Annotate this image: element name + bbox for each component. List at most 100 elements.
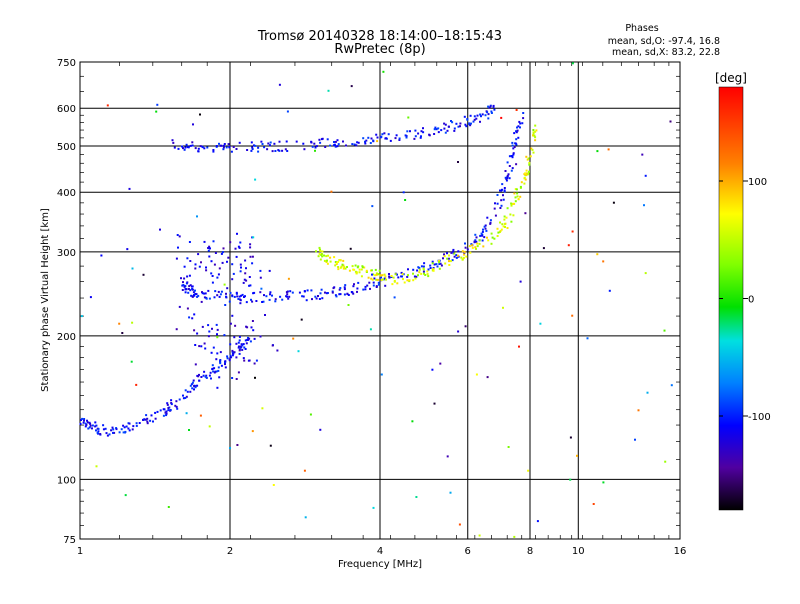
data-point [263, 146, 266, 149]
data-point [251, 262, 254, 265]
data-point [335, 145, 338, 148]
data-point [218, 142, 220, 145]
data-point [211, 327, 213, 330]
data-point [473, 115, 476, 118]
data-point [238, 345, 240, 348]
data-point [418, 271, 421, 274]
data-point [302, 295, 305, 298]
data-point [459, 122, 462, 125]
data-point [167, 407, 170, 409]
data-point [422, 267, 425, 270]
data-point [251, 320, 254, 322]
data-point [398, 137, 401, 140]
data-point [474, 246, 477, 249]
data-point [247, 338, 250, 341]
data-point [523, 182, 526, 185]
data-point [238, 295, 241, 298]
data-point [522, 117, 525, 120]
data-point [279, 295, 282, 298]
data-point [118, 322, 121, 325]
data-point [106, 104, 109, 107]
data-point [106, 434, 109, 437]
data-point [375, 133, 378, 136]
data-point [567, 244, 570, 247]
data-point [85, 423, 88, 426]
data-point [215, 145, 218, 147]
data-point [207, 324, 210, 327]
data-point [479, 120, 481, 123]
data-point [612, 201, 615, 204]
data-point [207, 249, 210, 252]
data-point [233, 295, 236, 298]
data-point [420, 130, 423, 133]
data-point [182, 397, 185, 400]
data-point [470, 243, 473, 246]
data-point [395, 134, 398, 137]
data-point [216, 386, 219, 389]
data-point [156, 103, 159, 106]
data-point [383, 277, 386, 280]
data-point [670, 384, 673, 387]
data-point [132, 425, 135, 428]
data-point [183, 148, 186, 151]
data-point [484, 224, 487, 227]
data-point [193, 329, 196, 332]
data-point [364, 288, 367, 291]
data-point [478, 242, 481, 245]
data-point [463, 252, 466, 254]
data-point [208, 245, 211, 248]
data-point [490, 242, 493, 245]
data-point [500, 228, 503, 231]
data-point [95, 429, 97, 432]
data-point [348, 269, 351, 272]
data-point [142, 273, 145, 276]
data-point [89, 296, 92, 299]
data-point [172, 141, 175, 144]
data-point [528, 161, 531, 164]
data-point [95, 424, 98, 427]
data-point [217, 273, 220, 276]
data-point [188, 429, 190, 431]
data-points [79, 62, 673, 538]
data-point [223, 283, 226, 286]
data-point [412, 279, 415, 282]
data-point [207, 335, 210, 338]
data-point [357, 281, 360, 284]
data-point [320, 253, 323, 255]
data-point [413, 275, 416, 278]
data-point [364, 142, 367, 145]
x-tick-label: 10 [572, 546, 585, 557]
data-point [502, 306, 504, 309]
data-point [488, 106, 491, 109]
data-point [417, 266, 420, 269]
data-point [412, 268, 415, 271]
data-point [183, 265, 186, 268]
data-point [231, 377, 234, 379]
y-tick-label: 400 [57, 188, 76, 199]
data-point [473, 240, 476, 243]
x-tick-label: 1 [77, 546, 83, 557]
data-point [239, 298, 242, 301]
data-point [79, 422, 82, 425]
data-point [302, 142, 305, 145]
data-point [339, 293, 342, 296]
data-point [371, 205, 374, 208]
data-point [494, 202, 496, 205]
data-point [542, 247, 545, 250]
data-point [303, 290, 306, 293]
data-point [470, 122, 472, 125]
data-point [230, 150, 233, 153]
data-point [432, 269, 435, 272]
data-point [380, 373, 383, 376]
data-point [329, 144, 332, 147]
data-point [198, 379, 201, 382]
data-point [197, 294, 200, 297]
data-point [453, 129, 456, 132]
data-point [216, 336, 219, 339]
data-point [511, 167, 514, 170]
axis-ticks [80, 62, 680, 539]
data-point [338, 288, 341, 291]
data-point [432, 267, 435, 270]
data-point [314, 295, 317, 298]
data-point [460, 256, 463, 259]
